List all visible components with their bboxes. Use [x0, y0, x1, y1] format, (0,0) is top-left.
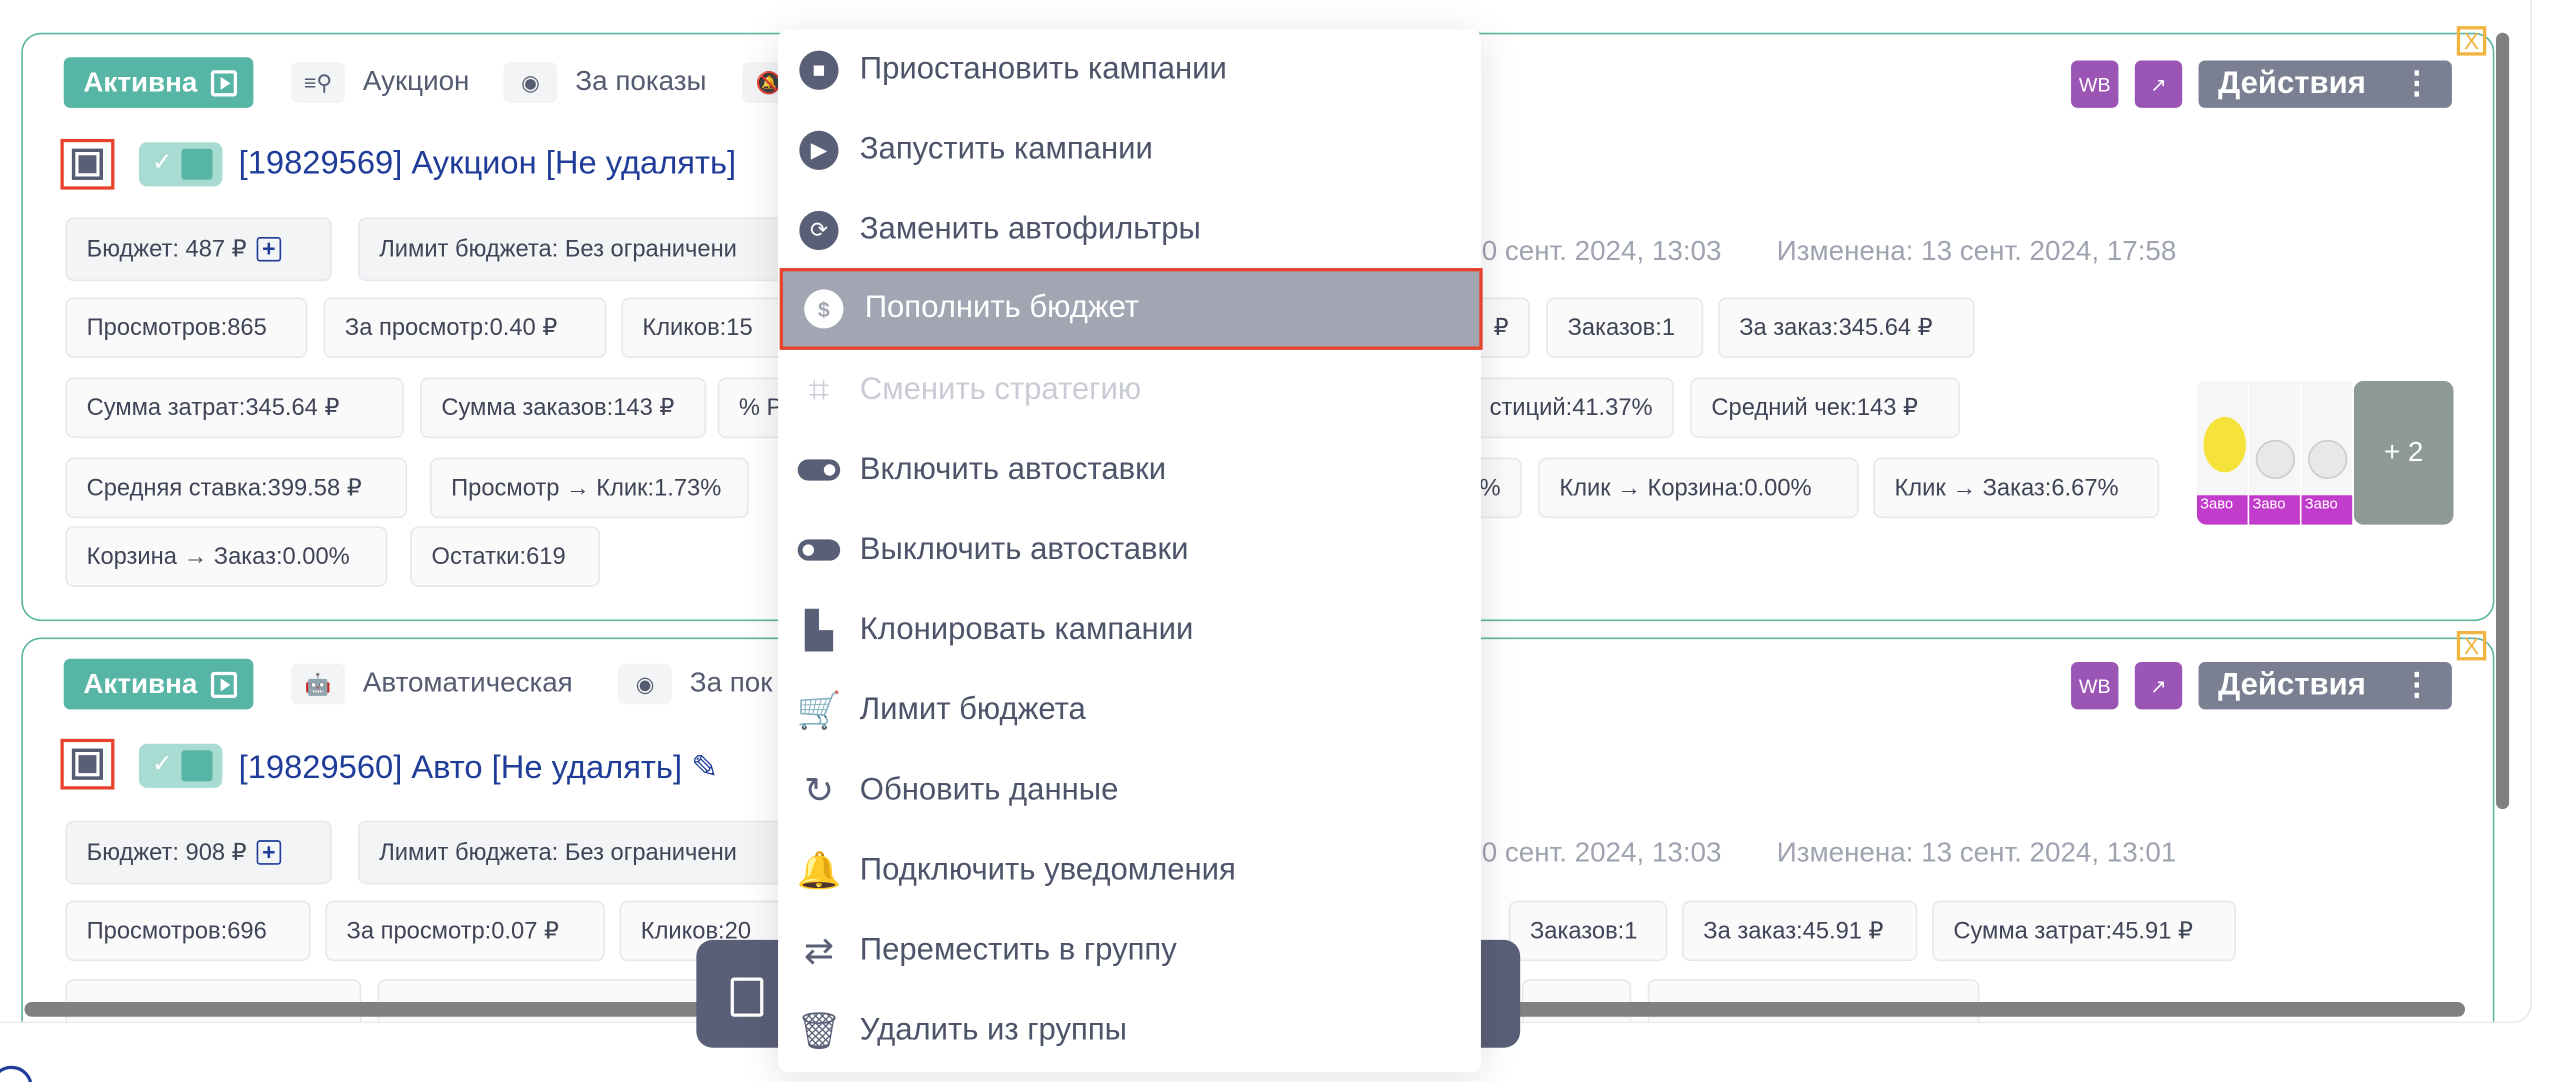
stop-circle-icon: ■: [798, 48, 840, 90]
trend-icon[interactable]: ↗: [2134, 662, 2183, 710]
more-vertical-icon: ⋮: [2401, 67, 2433, 102]
product-thumbnail[interactable]: Заво: [2196, 380, 2250, 525]
wb-button[interactable]: WB: [2071, 662, 2119, 710]
actions-button[interactable]: Действия ⋮: [2198, 60, 2452, 108]
campaign-type: Автоматическая: [362, 666, 573, 698]
select-all-checkbox[interactable]: [730, 977, 764, 1017]
menu-item-pause[interactable]: ■ Приостановить кампании: [778, 29, 1481, 109]
budget-chip: Бюджет: 908 ₽ +: [65, 820, 332, 885]
dollar-circle-icon: $: [803, 288, 845, 330]
menu-item-top-up-budget[interactable]: $ Пополнить бюджет: [779, 268, 1483, 350]
created-date: 10 сент. 2024, 13:03: [1466, 836, 1722, 868]
cart-icon: 🛒: [796, 688, 842, 730]
stat-chip: За заказ:45.91 ₽: [1682, 900, 1918, 962]
menu-item-clone[interactable]: ▙ Клонировать кампании: [778, 590, 1481, 670]
stat-chip: Заказов:1: [1508, 900, 1668, 962]
created-date: 10 сент. 2024, 13:03: [1466, 235, 1722, 267]
stat-chip: За заказ:345.64 ₽: [1717, 297, 1975, 358]
add-budget-icon[interactable]: +: [256, 840, 282, 865]
play-circle-icon: ▶: [798, 128, 840, 170]
stat-chip: Просмотров:696: [65, 900, 311, 962]
more-vertical-icon: ⋮: [2401, 668, 2433, 703]
modified-date: Изменена: 13 сент. 2024, 17:58: [1776, 235, 2177, 267]
bell-icon: 🔔: [796, 849, 842, 891]
move-group-icon: ⇄: [803, 929, 835, 971]
menu-item-start[interactable]: ▶ Запустить кампании: [778, 110, 1481, 190]
search-list-icon: ≡⚲: [290, 62, 345, 103]
close-icon[interactable]: X: [2456, 26, 2487, 56]
eye-icon: ◉: [617, 663, 672, 705]
stat-chip: Сумма затрат:345.64 ₽: [65, 377, 404, 439]
menu-item-refresh[interactable]: ↻ Обновить данные: [778, 750, 1481, 830]
campaign-title[interactable]: [19829560] Авто [Не удалять] ✎: [238, 750, 719, 787]
menu-item-change-strategy[interactable]: ⌗ Сменить стратегию: [778, 350, 1481, 430]
play-icon: [210, 69, 237, 96]
campaign-type: Аукцион: [362, 65, 470, 97]
menu-item-remove-from-group[interactable]: 🗑 Удалить из группы: [796, 1009, 1127, 1051]
stat-chip: Средний чек:143 ₽: [1690, 377, 1960, 439]
select-checkbox[interactable]: [60, 138, 115, 190]
status-label: Активна: [83, 667, 198, 699]
campaign-title[interactable]: [19829569] Аукцион [Не удалять]: [238, 145, 737, 182]
actions-button[interactable]: Действия ⋮: [2198, 662, 2452, 710]
menu-item-replace-filters[interactable]: ⟳ Заменить автофильтры: [778, 190, 1481, 270]
payment-type: За показы: [575, 65, 707, 97]
menu-item-move-to-group[interactable]: ⇄ Переместить в группу: [778, 910, 1481, 990]
stat-chip: Корзина → Заказ:0.00%: [65, 526, 388, 587]
active-toggle[interactable]: [138, 743, 223, 788]
play-icon: [210, 671, 237, 698]
menu-item-enable-autobids[interactable]: Включить автоставки: [778, 430, 1481, 510]
budget-chip: Бюджет: 487 ₽ +: [65, 217, 332, 282]
edit-pencil-icon[interactable]: ✎: [691, 750, 719, 787]
stat-chip: За просмотр:0.07 ₽: [325, 900, 605, 962]
stat-chip: За просмотр:0.40 ₽: [323, 297, 607, 358]
add-circle-icon[interactable]: [0, 1065, 33, 1082]
product-thumbnail[interactable]: Заво: [2249, 380, 2302, 525]
add-budget-icon[interactable]: +: [256, 237, 282, 262]
stat-chip: Просмотров:865: [65, 297, 308, 358]
menu-item-notifications[interactable]: 🔔 Подключить уведомления: [796, 849, 1236, 891]
payment-type: За пок: [689, 666, 773, 698]
trash-icon: 🗑: [796, 1009, 842, 1051]
modified-date: Изменена: 13 сент. 2024, 13:01: [1776, 836, 2177, 868]
file-copy-icon: ▙: [805, 608, 833, 650]
stat-chip: Сумма затрат:45.91 ₽: [1932, 900, 2237, 962]
eye-icon: ◉: [503, 62, 558, 103]
product-thumbnails[interactable]: Заво Заво Заво + 2: [2196, 380, 2454, 525]
menu-item-budget-limit[interactable]: 🛒 Лимит бюджета: [796, 688, 1086, 730]
stat-chip: Заказов:1: [1546, 297, 1704, 358]
actions-menu: ■ Приостановить кампании ▶ Запустить кампа…: [778, 29, 1483, 1073]
refresh-icon: ↻: [803, 769, 835, 810]
stat-chip: Клик → Заказ:6.67%: [1873, 457, 2160, 519]
crop-icon: ⌗: [808, 368, 830, 410]
stat-chip: Остатки:619: [410, 526, 600, 587]
stat-chip: Клик → Корзина:0.00%: [1538, 457, 1859, 519]
trend-icon[interactable]: ↗: [2134, 60, 2183, 108]
wb-button[interactable]: WB: [2071, 60, 2119, 108]
select-checkbox[interactable]: [60, 738, 115, 790]
status-label: Активна: [83, 66, 198, 98]
toggle-off-icon: [797, 529, 841, 571]
sync-circle-icon: ⟳: [798, 208, 840, 250]
status-button[interactable]: Активна: [63, 57, 253, 108]
budget-limit-chip: Лимит бюджета: Без ограничени: [357, 217, 849, 282]
actions-label: Действия: [2218, 667, 2366, 703]
actions-label: Действия: [2218, 66, 2366, 101]
stat-chip: Просмотр → Клик:1.73%: [429, 457, 749, 519]
close-icon[interactable]: X: [2456, 630, 2487, 661]
toggle-on-icon: [797, 449, 841, 491]
vertical-scrollbar[interactable]: [2496, 32, 2510, 810]
stat-chip: Средняя ставка:399.58 ₽: [65, 457, 408, 519]
budget-limit-chip: Лимит бюджета: Без ограничени: [357, 820, 849, 885]
menu-item-disable-autobids[interactable]: Выключить автоставки: [778, 510, 1481, 590]
robot-icon: 🤖: [290, 663, 345, 705]
stat-chip: Сумма заказов:143 ₽: [420, 377, 707, 439]
more-products[interactable]: + 2: [2353, 380, 2454, 525]
active-toggle[interactable]: [138, 142, 223, 187]
status-button[interactable]: Активна: [63, 658, 253, 710]
product-thumbnail[interactable]: Заво: [2301, 380, 2354, 525]
